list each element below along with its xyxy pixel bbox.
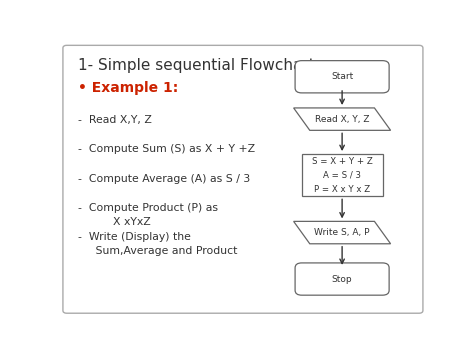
Polygon shape (293, 108, 391, 130)
Text: -  Write (Display) the
     Sum,Average and Product: - Write (Display) the Sum,Average and Pr… (78, 232, 237, 256)
FancyBboxPatch shape (63, 45, 423, 313)
FancyBboxPatch shape (295, 263, 389, 295)
Polygon shape (293, 222, 391, 244)
Text: S = X + Y + Z
A = S / 3
P = X x Y x Z: S = X + Y + Z A = S / 3 P = X x Y x Z (312, 157, 373, 193)
Text: -  Compute Sum (S) as X + Y +Z: - Compute Sum (S) as X + Y +Z (78, 144, 255, 154)
Text: • Example 1:: • Example 1: (78, 81, 178, 95)
FancyBboxPatch shape (295, 61, 389, 93)
Text: -  Read X,Y, Z: - Read X,Y, Z (78, 115, 152, 125)
Text: Read X, Y, Z: Read X, Y, Z (315, 115, 369, 124)
Text: -  Compute Average (A) as S / 3: - Compute Average (A) as S / 3 (78, 174, 250, 184)
Text: -  Compute Product (P) as
          X xYxZ: - Compute Product (P) as X xYxZ (78, 203, 218, 227)
Text: Stop: Stop (332, 274, 353, 284)
Text: 1- Simple sequential Flowchart: 1- Simple sequential Flowchart (78, 58, 314, 73)
Bar (301, 154, 383, 196)
Text: Start: Start (331, 72, 353, 81)
Text: Write S, A, P: Write S, A, P (314, 228, 370, 237)
